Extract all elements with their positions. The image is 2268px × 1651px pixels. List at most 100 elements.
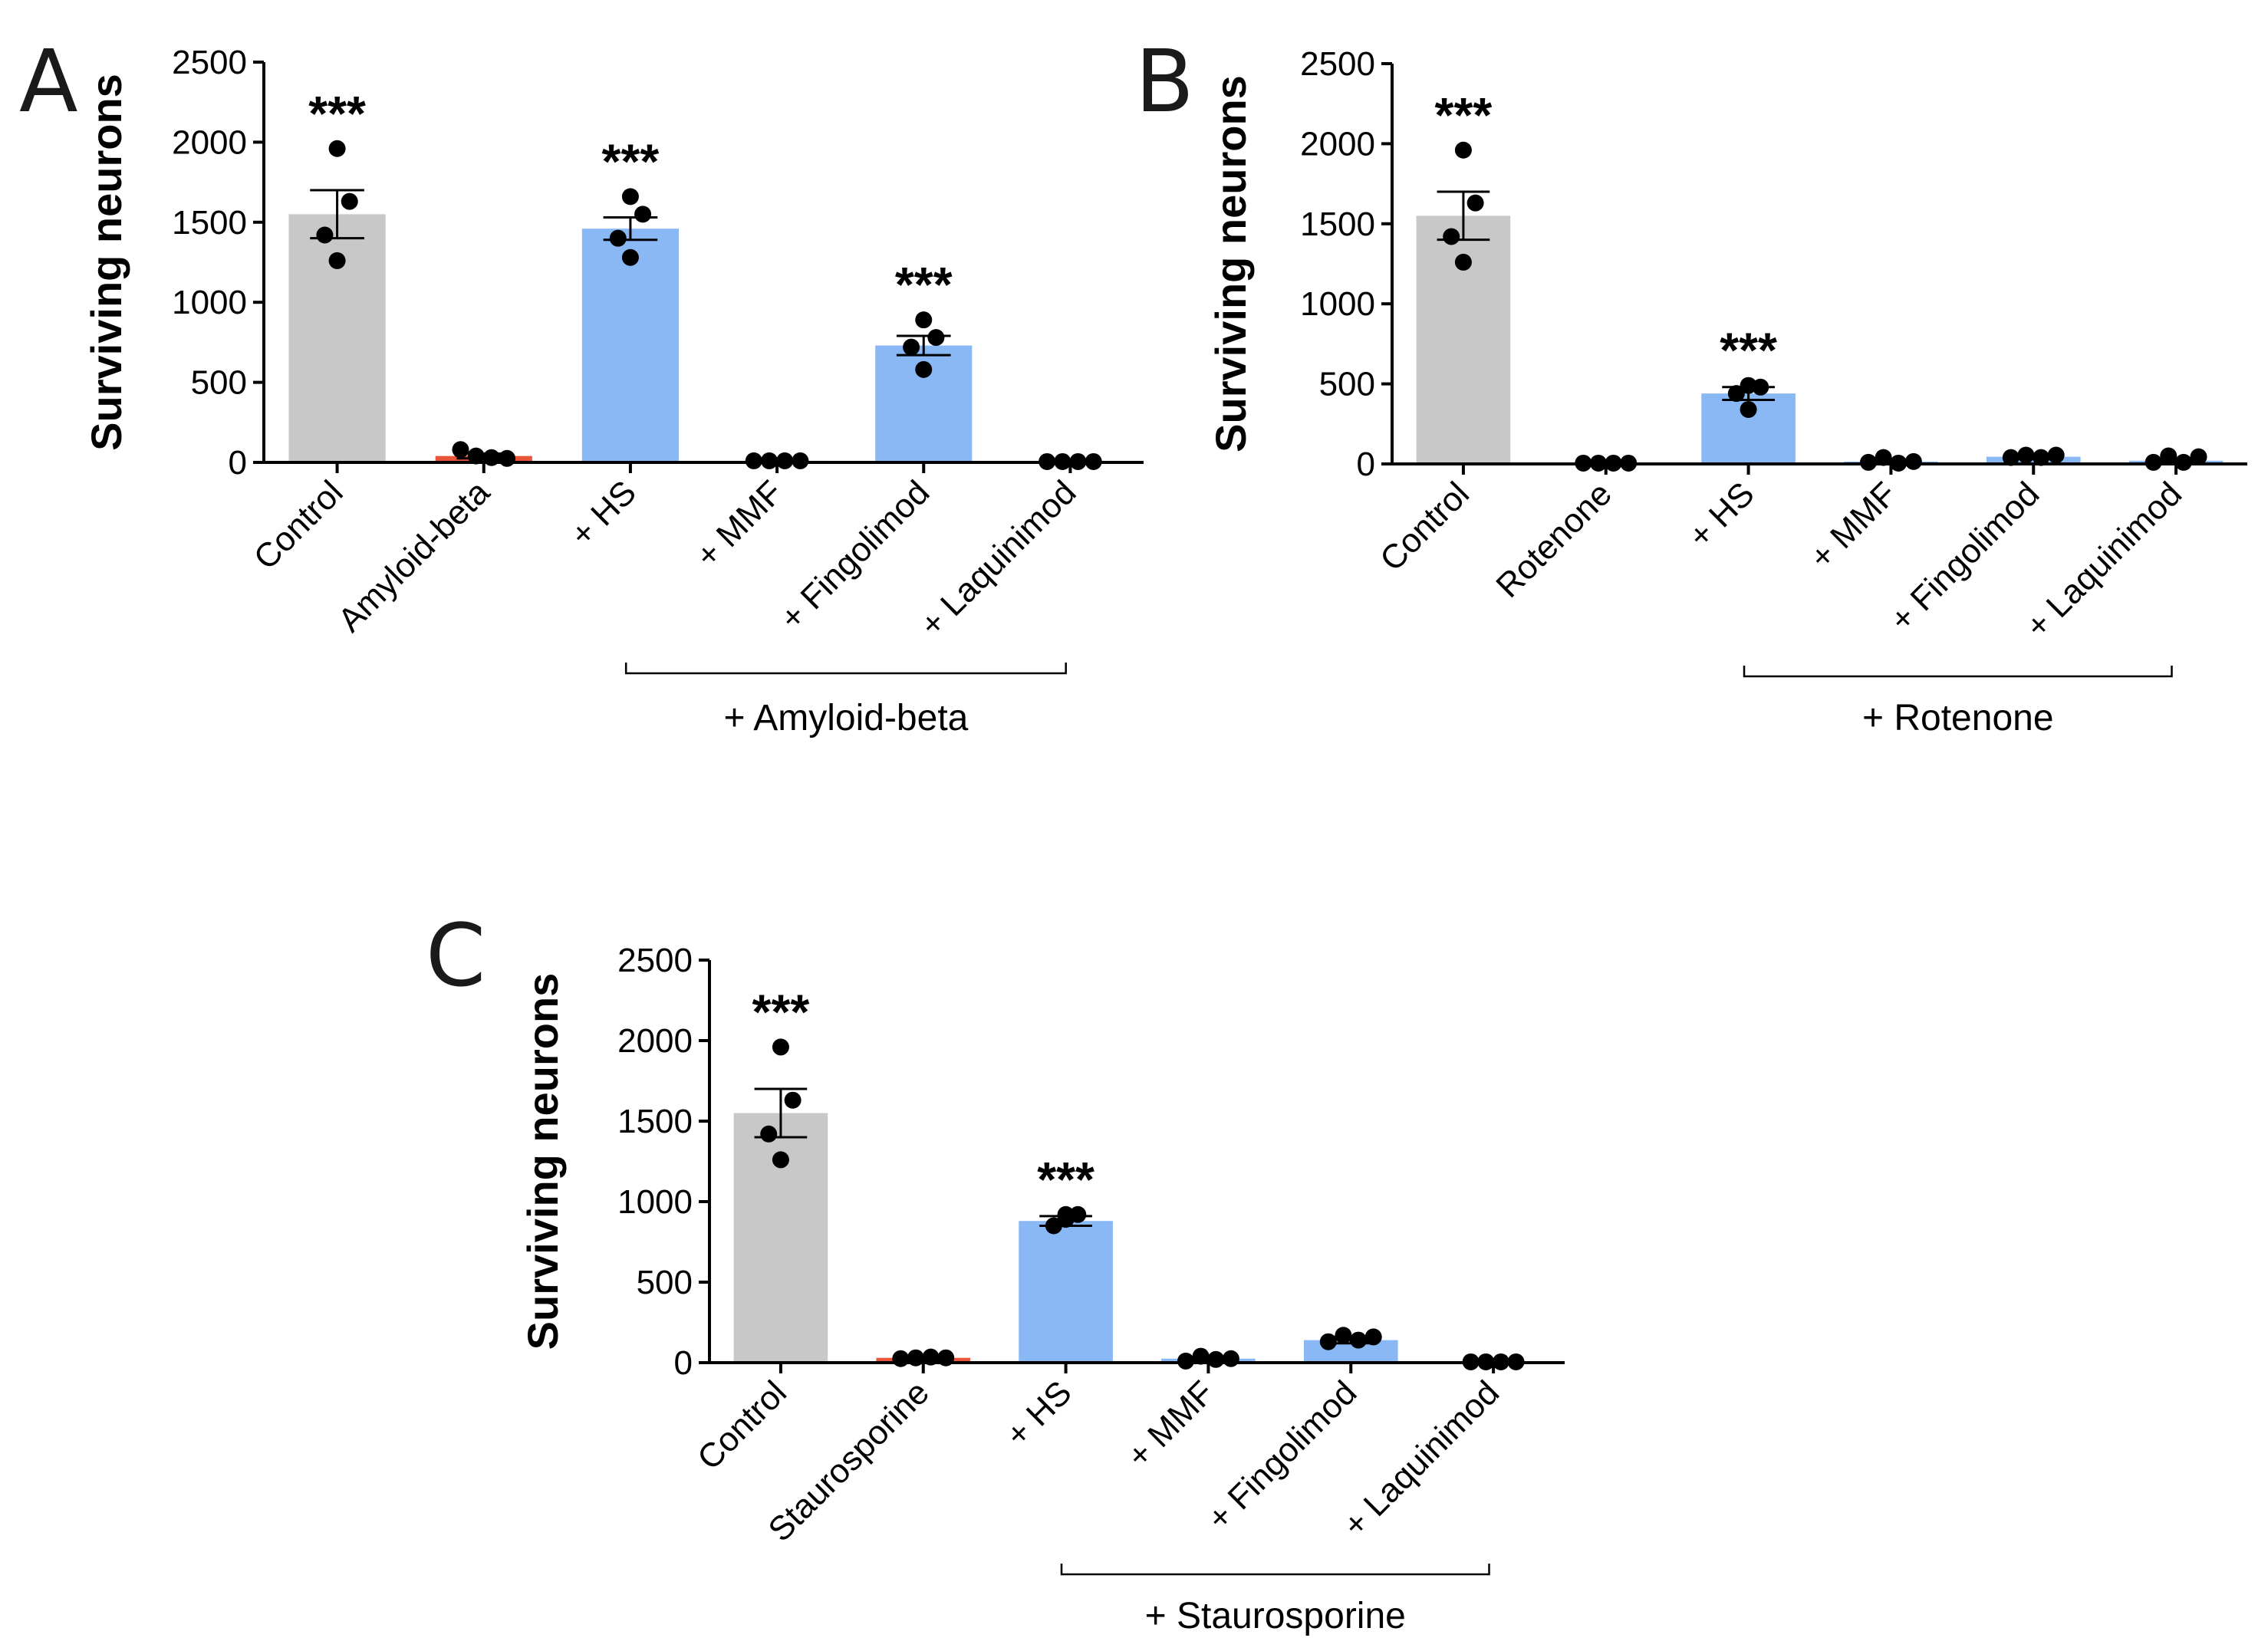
x-tick-label: + Fingolimod: [773, 473, 937, 637]
data-point: [2145, 453, 2162, 471]
y-tick-label: 2000: [172, 123, 247, 161]
data-point: [915, 311, 933, 329]
data-point: [328, 252, 346, 269]
data-point: [1727, 385, 1745, 403]
data-point: [1454, 141, 1472, 159]
group-bracket: [1743, 666, 2173, 678]
data-point: [772, 1151, 789, 1169]
y-tick-label: 1500: [1300, 206, 1375, 243]
panel-c: C Surviving neurons 0 500 1000 1500 2000 2500 Co…: [426, 906, 1565, 1636]
bar: [1416, 215, 1511, 464]
y-tick-label: 2500: [617, 942, 693, 979]
y-tick-label: 2500: [172, 44, 247, 81]
data-point: [467, 447, 485, 465]
significance-label: ***: [1037, 1152, 1094, 1207]
y-axis-label: Surviving neurons: [518, 973, 567, 1350]
data-point: [1904, 452, 1922, 470]
data-point: [760, 452, 778, 469]
y-tick-label: 0: [674, 1344, 693, 1382]
y-tick-label: 1000: [617, 1183, 693, 1221]
y-tick-label: 2000: [1300, 125, 1375, 163]
data-point: [1222, 1350, 1239, 1367]
significance-label: ***: [1720, 323, 1777, 378]
data-point: [1057, 1211, 1075, 1228]
group-label: + Amyloid-beta: [724, 698, 969, 738]
x-tick-label: Control: [247, 473, 351, 577]
data-point: [1466, 194, 1484, 212]
data-point: [1443, 228, 1460, 245]
data-point: [1859, 453, 1877, 471]
data-point: [1335, 1327, 1352, 1344]
y-tick-label: 1500: [172, 204, 247, 242]
data-point: [1319, 1333, 1337, 1350]
panel-a: A Surviving neurons 0 500 1000 1500 2000 2500 Co…: [19, 32, 1144, 738]
y-tick-label: 2500: [1300, 45, 1375, 83]
data-point: [621, 188, 639, 206]
y-axis-label: Surviving neurons: [82, 74, 130, 451]
group-label: + Staurosporine: [1145, 1596, 1406, 1636]
data-point: [903, 338, 920, 356]
x-tick-label: Control: [1373, 475, 1476, 578]
y-tick-label: 500: [637, 1264, 693, 1301]
significance-label: ***: [752, 984, 810, 1039]
data-point: [784, 1091, 802, 1109]
panel-letter: A: [19, 32, 78, 132]
x-tick-label: + HS: [563, 473, 644, 554]
panel-letter: B: [1135, 32, 1194, 132]
significance-label: ***: [308, 86, 366, 141]
bar: [1019, 1221, 1113, 1363]
data-point: [1454, 253, 1472, 271]
y-tick-label: 1000: [172, 284, 247, 321]
bar: [733, 1113, 828, 1363]
group-bracket: [1060, 1564, 1490, 1576]
data-point: [609, 229, 627, 247]
data-point: [792, 452, 809, 469]
data-point: [2160, 447, 2177, 465]
bar: [581, 229, 680, 462]
data-point: [776, 452, 794, 469]
data-point: [1364, 1328, 1382, 1346]
data-point: [316, 226, 334, 244]
data-point: [772, 1038, 789, 1056]
significance-label: ***: [602, 133, 660, 189]
data-point: [927, 329, 945, 347]
group-label: + Rotenone: [1862, 698, 2054, 738]
x-tick-label: + Fingolimod: [1883, 475, 2047, 639]
data-point: [328, 140, 346, 157]
panel-b: B Surviving neurons 0 500 1000 1500 2000 2500 Co…: [1135, 32, 2247, 738]
data-point: [452, 441, 469, 459]
data-point: [745, 452, 762, 469]
data-point: [2174, 453, 2192, 471]
y-tick-label: 500: [1319, 366, 1375, 403]
y-tick-label: 0: [229, 444, 247, 482]
chart-layer: A Surviving neurons05001000150020002500Co…: [19, 32, 2247, 1636]
x-tick-label: + HS: [1681, 475, 1762, 555]
data-point: [1740, 401, 1757, 419]
data-point: [2190, 448, 2207, 465]
data-point: [1192, 1347, 1210, 1365]
data-point: [760, 1125, 778, 1143]
significance-label: ***: [895, 257, 953, 312]
data-point: [341, 192, 358, 210]
x-tick-label: Amyloid-beta: [331, 473, 498, 640]
x-tick-label: + MMF: [1802, 475, 1904, 576]
data-point: [2033, 449, 2050, 466]
data-point: [2002, 449, 2019, 466]
panel-letter: C: [426, 906, 486, 1006]
y-tick-label: 2000: [617, 1022, 693, 1060]
y-tick-label: 1500: [617, 1103, 693, 1140]
x-tick-label: + MMF: [689, 473, 790, 574]
x-tick-label: + MMF: [1120, 1373, 1221, 1475]
data-point: [2047, 446, 2065, 464]
x-tick-label: + HS: [999, 1373, 1079, 1454]
x-tick-label: + Laquinimod: [913, 473, 1083, 643]
x-tick-label: + Fingolimod: [1200, 1373, 1364, 1538]
data-point: [499, 449, 516, 467]
data-point: [915, 360, 933, 378]
data-point: [1875, 449, 1892, 466]
data-point: [892, 1350, 910, 1367]
x-tick-label: Control: [690, 1373, 794, 1477]
data-point: [1752, 378, 1769, 396]
data-point: [1207, 1350, 1225, 1368]
